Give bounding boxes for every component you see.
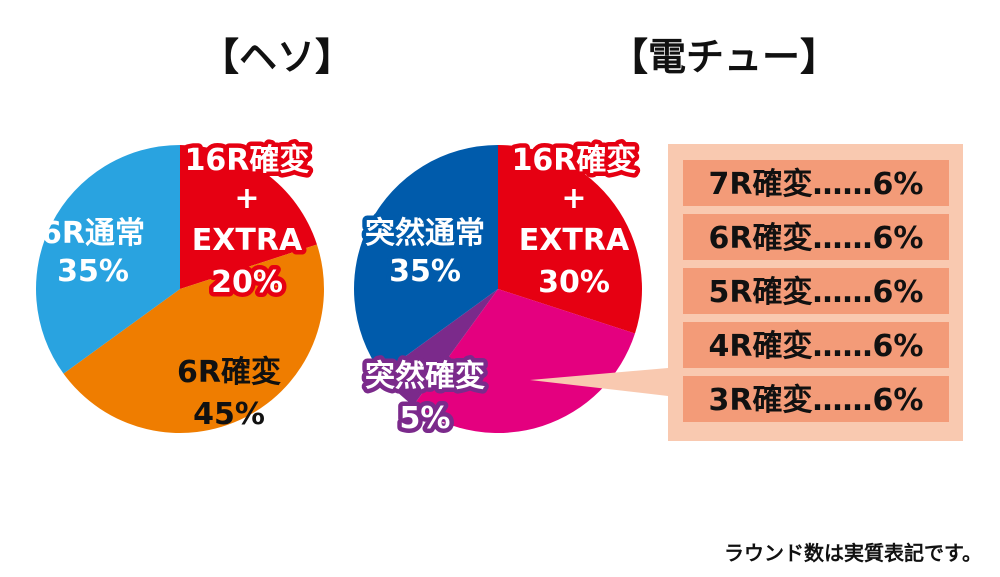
slice-value-denchu-16r: 30% <box>538 265 610 300</box>
pie-slice-denchu-totsuzen-tsujo <box>353 145 498 374</box>
slice-value-denchu-totsuzen-tsujo: 35% <box>389 254 461 289</box>
breakdown-row-5: 3R確変……6% <box>709 383 924 418</box>
chart-title-heso: 【ヘソ】 <box>201 35 353 79</box>
breakdown-row-bg <box>683 322 949 368</box>
slice-label-denchu-totsuzen-kakuhen: 突然確変 <box>365 359 485 394</box>
slice-value-heso-6r-tsujo: 35% <box>57 254 129 289</box>
breakdown-row-bg <box>683 214 949 260</box>
breakdown-row-4: 4R確変……6% <box>709 329 924 364</box>
slice-label-denchu-16r-line2: + <box>561 181 586 216</box>
breakdown-row-1: 7R確変……6% <box>709 167 924 202</box>
pie-heso-labels: 16R確変 + EXTRA 20% 6R確変 45% 6R通常 35% <box>41 139 314 433</box>
pie-slice-denchu-totsuzen-kakuhen <box>381 289 498 406</box>
breakdown-callout-pointer <box>530 368 668 396</box>
slice-value-heso-16r: 20% <box>211 265 283 300</box>
pie-heso <box>35 145 324 433</box>
breakdown-rows: 7R確変……6% 6R確変……6% 5R確変……6% 4R確変……6% 3R確変……6% <box>683 160 949 422</box>
pie-slice-denchu-kakuhen <box>413 289 635 433</box>
chart-title-denchu: 【電チュー】 <box>610 35 838 79</box>
slice-label-denchu-16r-line1: 16R確変 <box>512 143 637 178</box>
breakdown-row-bg <box>683 268 949 314</box>
pie-denchu-labels: 16R確変 + EXTRA 30% 突然通常 35% 突然確変 5% <box>361 139 641 441</box>
slice-label-denchu-totsuzen-tsujo: 突然通常 <box>365 216 485 251</box>
slice-label-denchu-16r-line3: EXTRA <box>519 223 630 258</box>
breakdown-row-bg <box>683 376 949 422</box>
pie-slice-denchu-16r-extra <box>498 145 642 334</box>
footnote: ラウンド数は実質表記です。 <box>724 541 982 565</box>
breakdown-row-bg <box>683 160 949 206</box>
breakdown-row-3: 5R確変……6% <box>709 275 924 310</box>
slice-label-heso-16r-line3: EXTRA <box>192 223 303 258</box>
slice-value-heso-6r-kakuhen: 45% <box>193 397 265 432</box>
breakdown-panel: 7R確変……6% 6R確変……6% 5R確変……6% 4R確変……6% 3R確変……6% <box>530 144 963 441</box>
pie-slice-heso-6r-kakuhen <box>63 244 324 433</box>
pie-denchu <box>353 145 642 433</box>
slice-label-heso-16r-line1: 16R確変 <box>185 143 310 178</box>
slice-label-heso-6r-tsujo: 6R通常 <box>41 216 145 251</box>
pie-slice-heso-16r-extra <box>180 145 317 289</box>
slice-label-heso-16r-line2: + <box>234 181 259 216</box>
slice-value-denchu-totsuzen-kakuhen: 5% <box>400 401 451 436</box>
pie-slice-heso-6r-tsujo <box>35 145 181 374</box>
slice-label-heso-6r-kakuhen: 6R確変 <box>177 355 281 390</box>
breakdown-row-2: 6R確変……6% <box>709 221 924 256</box>
